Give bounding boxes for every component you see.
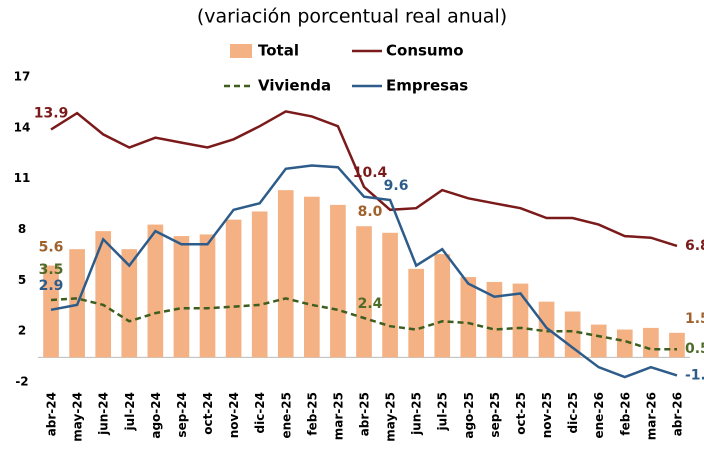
bar [460,277,477,358]
x-tick-label: jun-25 [410,392,424,436]
data-label: 3.5 [39,262,64,278]
x-tick-label: nov-25 [540,392,554,438]
x-tick-label: mar-25 [331,392,345,440]
data-label: -1.1 [685,367,704,383]
y-tick-label: 5 [18,273,26,287]
bar [173,236,190,358]
x-tick-label: dic-25 [566,392,580,434]
legend-label: Total [258,42,299,60]
x-tick-label: abr-25 [358,392,372,436]
x-tick-label: oct-25 [514,392,528,435]
bar [512,283,529,358]
bar [330,204,346,358]
data-label: 9.6 [384,178,409,194]
y-tick-label: -2 [15,375,28,389]
bar [225,219,242,358]
data-label: 6.8 [685,238,704,254]
x-tick-label: may-24 [71,392,85,442]
bar [590,324,607,358]
y-tick-label: 8 [18,222,26,236]
x-tick-label: abr-24 [45,392,59,436]
data-label: 0.5 [685,341,704,357]
bar [251,211,268,358]
y-tick-label: 11 [14,171,31,185]
bar [95,231,112,358]
bar [434,254,451,358]
bar [669,332,685,358]
x-tick-label: nov-24 [227,392,241,438]
bar [147,224,164,358]
legend-swatch [230,44,252,58]
bar [486,281,503,358]
bar [277,190,294,358]
x-tick-label: jul-25 [436,392,450,431]
line-empresas [50,164,678,379]
x-tick-label: may-25 [384,392,398,442]
bar [356,226,372,358]
y-tick-label: 17 [14,70,31,84]
bar [643,327,659,358]
x-tick-label: mar-26 [644,392,658,440]
x-tick-label: feb-26 [618,392,632,436]
x-tick-label: feb-25 [305,392,319,436]
data-label: 5.6 [39,240,64,256]
bar [382,232,398,358]
x-tick-label: ene-25 [279,392,293,439]
chart-title: (variación porcentual real anual) [197,6,507,28]
data-label: 10.4 [353,165,388,181]
y-tick-label: 2 [18,324,26,338]
data-label: 8.0 [358,204,383,220]
bar [616,329,633,358]
x-tick-label: jun-24 [97,392,111,436]
bar [304,196,320,358]
legend-label: Empresas [386,77,468,95]
bar [538,301,555,358]
x-tick-label: ago-25 [462,392,476,439]
x-tick-label: oct-24 [201,392,215,435]
line-consumo [50,110,678,248]
data-label: 1.5 [685,311,704,327]
bar [121,249,138,358]
x-tick-label: dic-24 [253,392,267,434]
legend-label: Consumo [386,42,464,60]
x-tick-label: sep-24 [175,392,189,438]
data-label: 2.9 [39,278,64,294]
x-tick-label: ago-24 [149,392,163,439]
x-tick-label: abr-26 [670,392,684,436]
bar [199,234,216,358]
data-label: 2.4 [358,296,383,312]
x-tick-label: jul-24 [123,392,137,431]
x-tick-label: sep-25 [488,392,502,438]
bar [43,265,59,358]
data-label: 13.9 [34,105,69,121]
y-tick-label: 14 [14,120,31,134]
line-vivienda [50,297,677,351]
bar [408,268,424,358]
legend-label: Vivienda [258,77,331,95]
x-tick-label: ene-26 [592,392,606,439]
